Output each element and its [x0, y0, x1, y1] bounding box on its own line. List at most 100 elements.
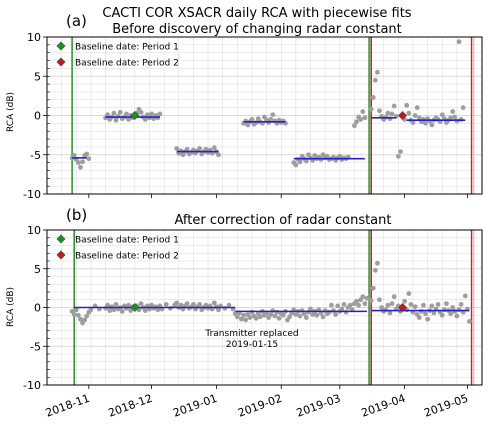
y-tick-label: 0	[34, 302, 41, 315]
data-point	[142, 117, 148, 122]
legend-label: Baseline date: Period 1	[75, 43, 179, 53]
data-point	[216, 307, 221, 313]
panel-b: (b) After correction of radar constant R…	[6, 206, 483, 420]
data-point	[379, 305, 385, 310]
data-point	[276, 315, 282, 321]
data-point	[372, 77, 378, 83]
data-point	[456, 39, 462, 45]
legend-label: Baseline date: Period 2	[75, 252, 179, 262]
data-point	[297, 159, 303, 165]
legend-label: Baseline date: Period 2	[75, 59, 179, 69]
data-point	[370, 285, 376, 291]
data-point	[268, 117, 274, 122]
data-point	[73, 307, 79, 313]
data-point	[404, 102, 410, 108]
data-point	[341, 302, 347, 307]
data-point	[105, 302, 111, 308]
data-point	[439, 112, 445, 118]
data-point	[226, 302, 232, 308]
data-point	[297, 313, 303, 319]
data-point	[119, 308, 125, 314]
y-axis-label-a: RCA (dB)	[6, 92, 16, 132]
x-tick-label: 2019-02	[236, 392, 284, 420]
panel-a: (a) RCA (dB) -10 -5 0 5 10 Baseline date: Per…	[6, 12, 483, 201]
legend: Baseline date: Period 1 Baseline date: Pe…	[56, 234, 179, 262]
data-point	[241, 312, 246, 318]
data-point	[362, 301, 368, 307]
data-point	[423, 311, 428, 317]
data-point	[75, 312, 81, 318]
data-point	[425, 316, 431, 322]
data-point	[105, 112, 111, 118]
data-point	[421, 302, 426, 308]
x-tick-label: 2018-11	[44, 392, 92, 420]
data-point	[113, 302, 119, 307]
figure-title-line2: Before discovery of changing radar const…	[112, 22, 402, 37]
data-point	[454, 313, 460, 319]
data-point	[78, 164, 83, 170]
data-point	[71, 153, 77, 158]
data-point	[253, 315, 259, 321]
data-point	[75, 160, 81, 166]
data-point	[184, 146, 190, 152]
data-point	[370, 95, 376, 100]
data-point	[308, 306, 313, 312]
data-point	[377, 108, 382, 114]
baseline-marker-period-1	[130, 302, 140, 313]
y-tick-label: -5	[30, 149, 41, 162]
data-point	[431, 310, 437, 316]
data-point	[84, 313, 90, 319]
data-point	[88, 307, 94, 313]
data-point	[329, 302, 334, 308]
data-point	[406, 110, 412, 116]
data-point	[303, 158, 309, 164]
data-point	[155, 307, 161, 313]
y-tick-label: 5	[34, 263, 41, 276]
data-point	[314, 312, 320, 318]
data-point	[460, 105, 466, 111]
data-point	[111, 307, 117, 313]
data-point	[389, 301, 395, 307]
data-point	[429, 122, 435, 128]
x-tick-label: 2018-12	[107, 392, 155, 420]
data-point	[257, 314, 263, 320]
data-point	[124, 111, 129, 117]
data-point	[368, 106, 374, 112]
data-point	[439, 312, 445, 318]
data-point	[249, 117, 255, 122]
data-point	[128, 308, 134, 313]
legend-marker	[56, 234, 66, 244]
legend: Baseline date: Period 1 Baseline date: Pe…	[56, 41, 179, 69]
data-point	[423, 120, 428, 126]
y-tick-label: 10	[27, 31, 41, 44]
data-point	[368, 298, 374, 303]
legend-marker	[56, 41, 66, 51]
data-point	[452, 114, 458, 120]
x-tick-label: 2019-03	[295, 392, 343, 420]
y-tick-label: 5	[34, 70, 41, 83]
data-point	[375, 260, 380, 266]
data-point	[211, 145, 217, 151]
data-point	[377, 297, 382, 303]
data-point	[190, 302, 196, 307]
data-point	[178, 302, 184, 308]
baseline-marker-period-2	[397, 110, 408, 121]
data-point	[410, 120, 416, 125]
data-point	[211, 300, 217, 306]
data-point	[467, 319, 472, 324]
y-axis-label-b: RCA (dB)	[6, 287, 16, 327]
data-point	[84, 151, 90, 157]
data-point	[333, 312, 339, 317]
data-point	[86, 156, 92, 162]
data-point	[391, 294, 397, 300]
data-point	[414, 105, 420, 111]
data-point	[270, 112, 276, 118]
data-point	[364, 295, 370, 301]
data-point	[450, 305, 456, 310]
annotation-transmitter-line2: 2019-01-15	[226, 340, 278, 350]
data-point	[448, 115, 454, 121]
data-point	[448, 311, 454, 317]
data-point	[272, 313, 278, 319]
data-point	[80, 159, 85, 165]
data-point	[347, 302, 353, 308]
